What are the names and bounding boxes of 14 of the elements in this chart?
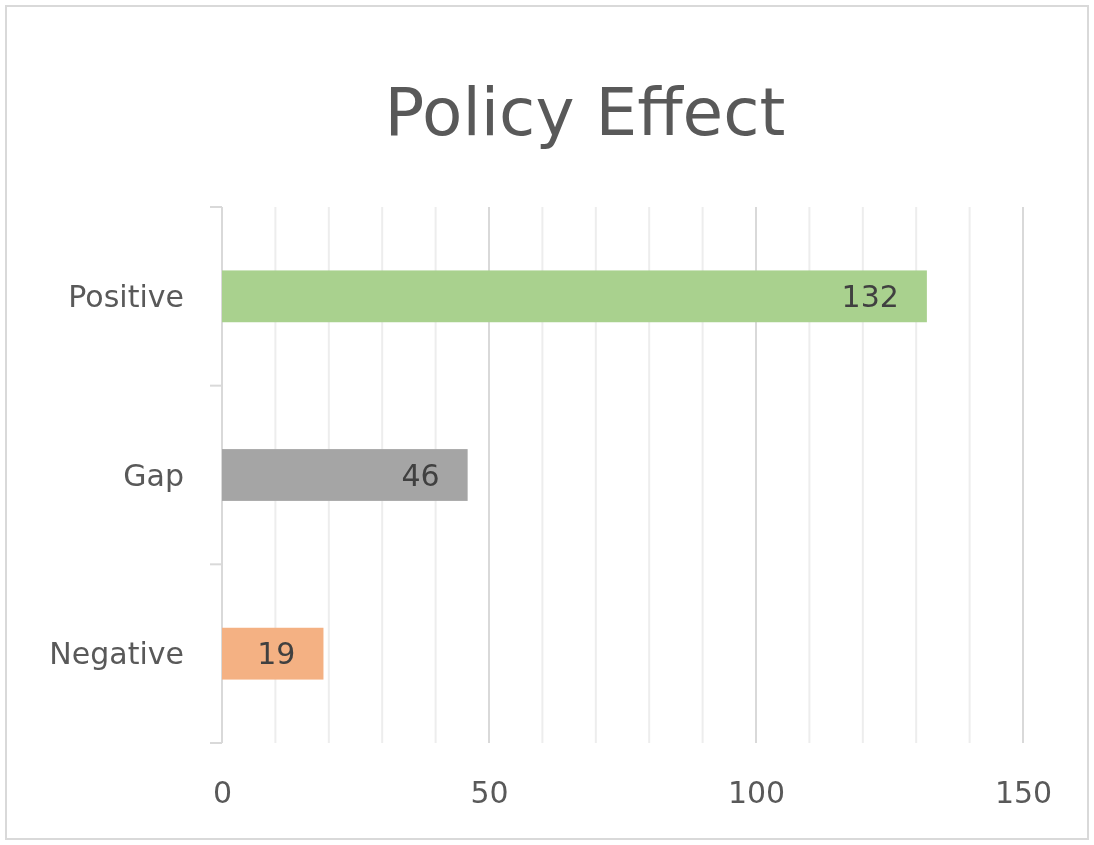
chart-title: Policy Effect (384, 74, 786, 151)
x-tick-label: 50 (470, 775, 509, 810)
bar (222, 270, 927, 323)
data-label: 132 (841, 278, 899, 314)
y-tick-label: Gap (123, 457, 184, 493)
x-tick-label: 100 (727, 775, 786, 810)
y-tick-label: Positive (68, 278, 184, 314)
bar (222, 449, 468, 501)
x-tick-label: 150 (994, 775, 1053, 810)
data-label: 19 (257, 636, 296, 672)
y-tick-label: Negative (49, 636, 184, 672)
data-label: 46 (401, 457, 440, 493)
x-tick-label: 0 (212, 775, 233, 810)
bar (222, 627, 324, 680)
